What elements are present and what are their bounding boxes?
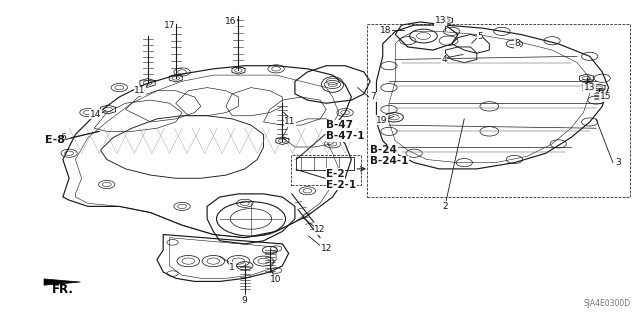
Text: 19: 19	[376, 116, 387, 125]
Text: B-47-1: B-47-1	[326, 131, 365, 141]
Text: 1: 1	[229, 263, 235, 272]
Text: E-2: E-2	[326, 168, 345, 179]
Text: E-2-1: E-2-1	[326, 180, 356, 189]
Text: E-8: E-8	[45, 135, 65, 145]
Text: B-47: B-47	[326, 120, 353, 130]
Text: 12: 12	[321, 244, 332, 253]
Text: 16: 16	[225, 18, 236, 26]
Polygon shape	[44, 279, 81, 285]
Text: B-24: B-24	[370, 145, 397, 155]
Text: 9: 9	[242, 296, 248, 305]
Text: 2: 2	[443, 202, 448, 211]
Text: 6: 6	[60, 133, 66, 142]
Text: B-24-1: B-24-1	[370, 156, 408, 166]
Text: 14: 14	[90, 110, 101, 119]
Text: 18: 18	[380, 26, 392, 35]
Text: 11: 11	[134, 86, 146, 95]
Text: 5: 5	[477, 32, 483, 41]
Text: 3: 3	[615, 158, 621, 167]
Text: 17: 17	[164, 20, 175, 30]
Text: 12: 12	[314, 225, 326, 234]
Text: 10: 10	[270, 275, 282, 284]
Text: FR.: FR.	[52, 283, 74, 296]
Text: SJA4E0300D: SJA4E0300D	[583, 299, 630, 308]
Text: 13: 13	[435, 16, 446, 25]
Text: 8: 8	[514, 39, 520, 48]
Text: 11: 11	[284, 117, 296, 127]
Text: 4: 4	[442, 55, 447, 64]
Text: 15: 15	[600, 93, 611, 101]
Text: 13: 13	[584, 83, 595, 92]
Text: 7: 7	[371, 93, 376, 101]
